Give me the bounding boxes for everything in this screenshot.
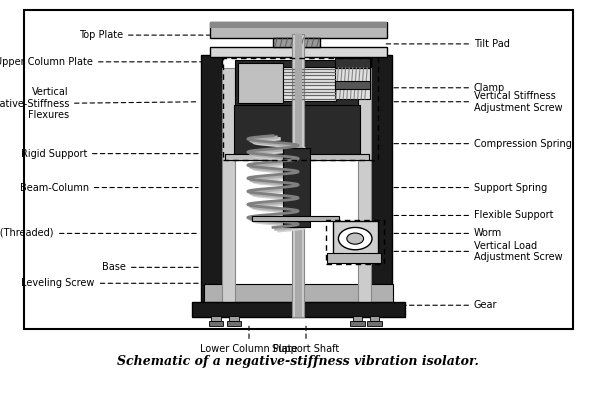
Bar: [333, 221, 378, 255]
Text: Upper Column Plate: Upper Column Plate: [0, 57, 216, 67]
Circle shape: [347, 233, 364, 244]
Bar: [234, 105, 360, 160]
Bar: [295, 34, 302, 317]
Bar: [210, 22, 387, 38]
Text: Vertical Load
Adjustment Screw: Vertical Load Adjustment Screw: [384, 241, 563, 262]
Text: Clamp: Clamp: [384, 83, 505, 93]
Bar: [210, 22, 387, 28]
Bar: [371, 55, 392, 309]
Text: Flexible Support: Flexible Support: [375, 210, 554, 221]
Bar: [370, 316, 379, 321]
Text: Leveling Screw: Leveling Screw: [22, 278, 204, 288]
Bar: [210, 47, 387, 57]
Bar: [358, 68, 371, 305]
Bar: [235, 60, 358, 106]
Text: Vertical Stiffness
Adjustment Screw: Vertical Stiffness Adjustment Screw: [384, 91, 563, 113]
Bar: [238, 63, 283, 103]
Bar: [209, 321, 223, 326]
Bar: [327, 253, 381, 263]
Text: Top Plate: Top Plate: [79, 30, 228, 40]
Bar: [292, 34, 304, 317]
Text: Lower Column Plate: Lower Column Plate: [200, 324, 298, 354]
Bar: [335, 58, 370, 68]
Bar: [335, 68, 370, 99]
Text: Support Shaft: Support Shaft: [272, 324, 340, 354]
Bar: [353, 316, 362, 321]
Bar: [227, 321, 241, 326]
Bar: [223, 58, 378, 160]
Text: Support Tube (Threaded): Support Tube (Threaded): [0, 228, 198, 239]
Text: Rigid Support: Rigid Support: [20, 148, 198, 159]
Bar: [283, 67, 336, 101]
Bar: [211, 316, 221, 321]
Bar: [283, 148, 310, 227]
Bar: [201, 55, 222, 309]
Bar: [192, 302, 405, 317]
Bar: [367, 321, 382, 326]
Bar: [335, 81, 370, 89]
Bar: [204, 284, 393, 302]
Bar: [24, 10, 573, 329]
Circle shape: [338, 227, 372, 250]
Text: Gear: Gear: [384, 300, 497, 310]
Text: Schematic of a negative-stiffness vibration isolator.: Schematic of a negative-stiffness vibrat…: [117, 355, 479, 367]
Text: Tilt Pad: Tilt Pad: [384, 39, 510, 49]
Text: Beam-Column: Beam-Column: [20, 182, 198, 193]
Bar: [229, 316, 239, 321]
Text: Vertical
Negative-Stiffness
Flexures: Vertical Negative-Stiffness Flexures: [0, 87, 198, 120]
Bar: [350, 321, 365, 326]
Bar: [273, 38, 320, 47]
Text: Support Spring: Support Spring: [375, 182, 547, 193]
Text: Base: Base: [102, 262, 213, 273]
Text: Compression Spring: Compression Spring: [375, 138, 572, 149]
Bar: [252, 216, 339, 221]
Bar: [225, 154, 369, 160]
Bar: [326, 220, 384, 264]
Text: Worm: Worm: [384, 228, 502, 239]
Bar: [222, 68, 235, 305]
